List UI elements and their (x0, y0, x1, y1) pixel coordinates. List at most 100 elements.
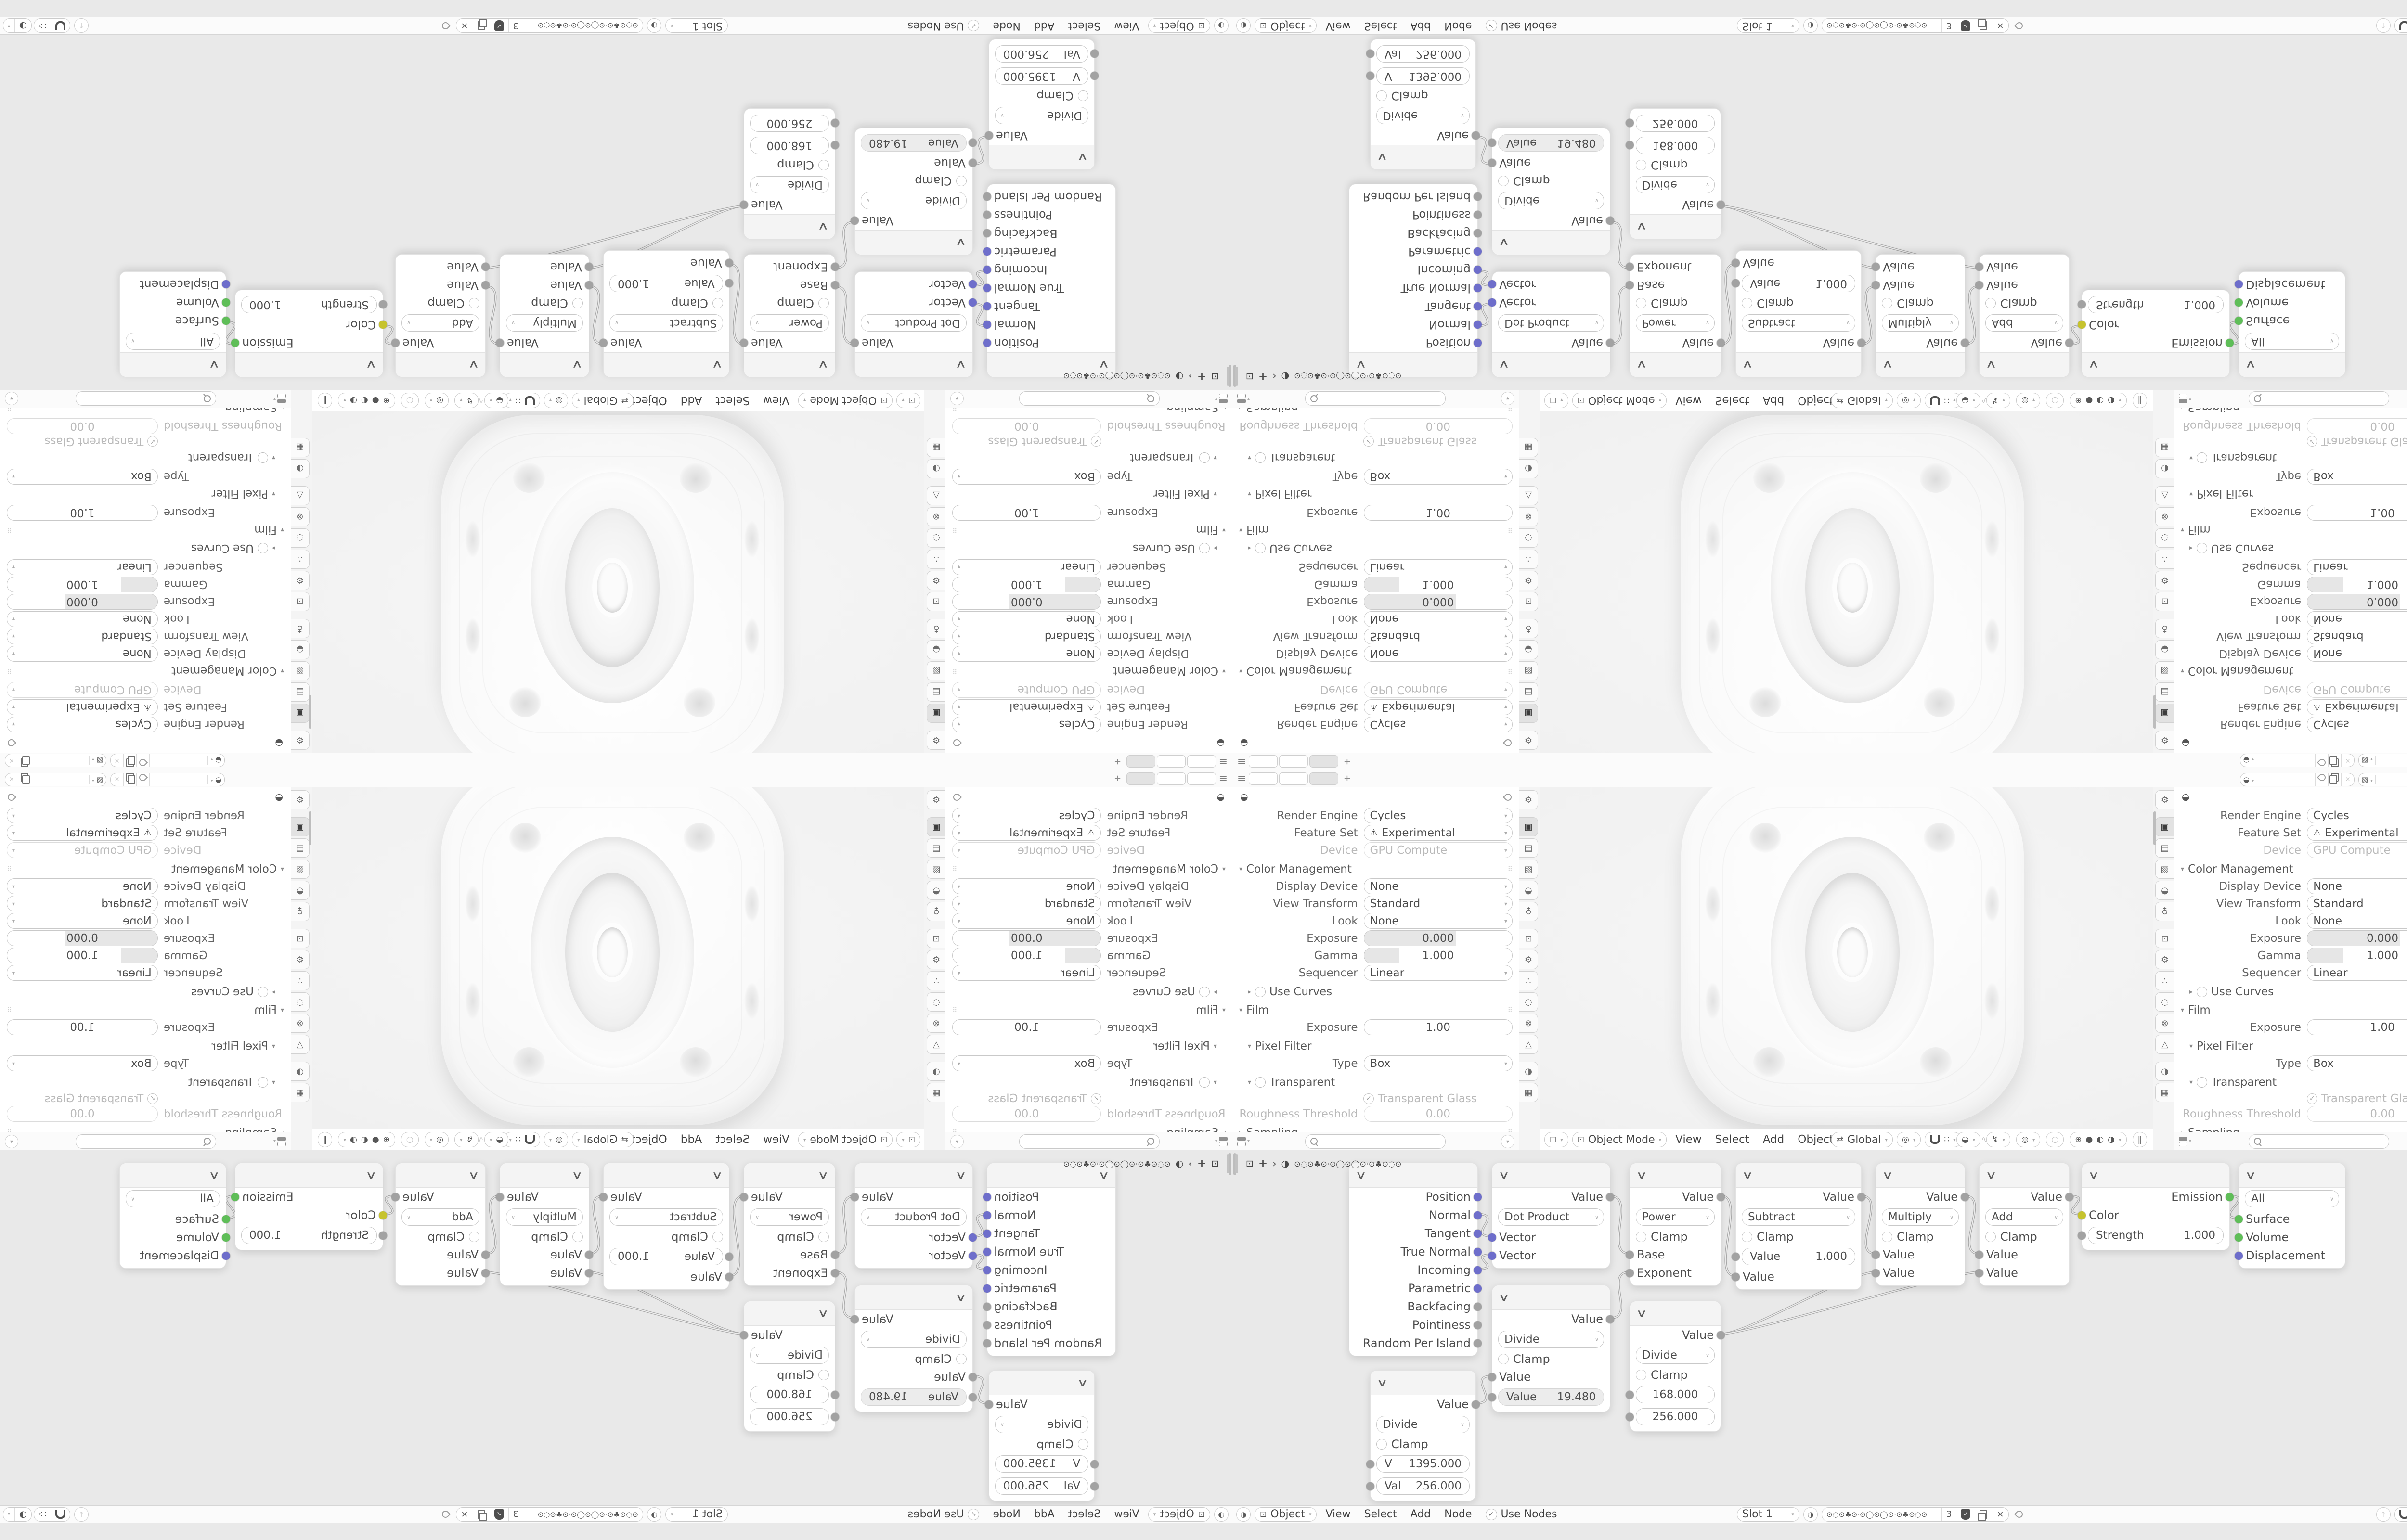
transparent-checkbox[interactable] (1255, 452, 1266, 463)
snap-target-dropdown[interactable]: ◎ ▾ (544, 1132, 569, 1147)
search-input[interactable] (1019, 1134, 1160, 1149)
node-row-divide[interactable]: Divide ∨ (1371, 104, 1475, 127)
node-row-value[interactable]: Value 1.000 (604, 272, 733, 295)
drag-grip-icon[interactable]: ⠿ (953, 865, 958, 873)
node-row-subtract[interactable]: Subtract ∨ (1736, 1206, 1861, 1228)
look-select[interactable]: None▾ (2307, 913, 2407, 929)
properties-tab-render[interactable]: ▣ (927, 704, 945, 723)
value-field[interactable]: Value 1.000 (1742, 275, 1855, 292)
look-select[interactable]: None▾ (2307, 611, 2407, 627)
properties-tab-particles[interactable]: ∴ (927, 971, 945, 990)
socket-float[interactable] (1090, 1482, 1099, 1490)
socket-float[interactable] (1474, 1321, 1482, 1329)
properties-tab-particles[interactable]: ∴ (1519, 971, 1538, 990)
math-divide-node[interactable]: ∨ Value Divide ∨ Clamp V 1395.000 Val 256.000 (985, 1370, 1099, 1501)
operation-dropdown[interactable]: Add ∨ (1985, 314, 2063, 332)
node-row-clamp[interactable]: Clamp (855, 1350, 972, 1368)
properties-tab-view-layer[interactable]: ▧ (2155, 860, 2174, 879)
emission-node[interactable]: ∨ Emission Color Strength 1.000 (2078, 1163, 2234, 1250)
math-divide-node[interactable]: ∨ Value Divide ∨ Clamp 168.000 256.000 (740, 108, 839, 239)
operation-dropdown[interactable]: Divide ∨ (1636, 176, 1715, 193)
pixel-filter-section[interactable]: ▾ Pixel Filter (2187, 1039, 2407, 1053)
socket-float[interactable] (740, 1331, 748, 1339)
properties-tab-render[interactable]: ▣ (927, 817, 945, 836)
node-row-all[interactable]: All ∨ (2239, 1188, 2345, 1210)
mode-dropdown[interactable]: ⊡ Object Mode ▾ (1572, 393, 1667, 408)
scene-icon[interactable]: ◒ ▾ (207, 756, 224, 765)
properties-tab-object-data[interactable]: △ (2155, 1035, 2174, 1054)
clamp-checkbox[interactable] (818, 298, 829, 308)
properties-tab-material[interactable]: ◑ (927, 459, 945, 478)
math-divide-node[interactable]: ∨ Value Divide ∨ Clamp 168.000 256.000 (1626, 1301, 1725, 1432)
collapse-chevron-icon[interactable]: ∨ (1376, 1376, 1388, 1389)
math-add-node[interactable]: ∨ Value Add ∨ Clamp Value Value (1975, 254, 2073, 377)
socket-float[interactable] (725, 1272, 733, 1281)
socket-float[interactable] (496, 339, 504, 347)
properties-tab-object[interactable]: ⊡ (927, 592, 945, 611)
socket-vector[interactable] (2235, 280, 2243, 289)
properties-tab-tool[interactable]: ⚙ (1519, 790, 1538, 809)
use-curves-checkbox[interactable] (1199, 543, 1210, 553)
film-section[interactable]: ▾ Film ⠿ (1236, 1003, 1513, 1017)
view-transform-select[interactable]: Standard▾ (2307, 896, 2407, 911)
copy-button[interactable] (18, 773, 31, 786)
menu-view[interactable]: View (1325, 1508, 1351, 1520)
fake-user-button[interactable]: ✓ (490, 19, 509, 33)
value-field[interactable]: 168.000 (750, 137, 829, 154)
node-header[interactable]: ∨ (2082, 1163, 2229, 1188)
render-engine-select[interactable]: Cycles▾ (2307, 717, 2407, 732)
node-row-clamp[interactable]: Clamp (1876, 1228, 1965, 1245)
socket-float[interactable] (1975, 1269, 1983, 1277)
node-row-clamp[interactable]: Clamp (744, 156, 835, 174)
pause-render-button[interactable]: ‖ (318, 1132, 333, 1147)
socket-float[interactable] (1717, 1193, 1725, 1201)
emission-node[interactable]: ∨ Emission Color Strength 1.000 (231, 290, 387, 377)
properties-tab-modifiers[interactable]: ⚙ (927, 571, 945, 590)
scene-name-field[interactable] (2257, 754, 2315, 767)
collapse-chevron-icon[interactable]: ∨ (208, 359, 220, 371)
clamp-checkbox[interactable] (1636, 298, 1646, 308)
options-dropdown-button[interactable]: ▾ (5, 1134, 18, 1148)
visibility-dropdown[interactable]: ◒ ▾ (484, 393, 509, 408)
drag-grip-icon[interactable]: ⠿ (953, 526, 958, 534)
socket-float[interactable] (1474, 1339, 1482, 1348)
node-row-clamp[interactable]: Clamp (989, 87, 1094, 104)
socket-vector[interactable] (1474, 1284, 1482, 1293)
node-header[interactable]: ∨ (396, 352, 485, 377)
properties-tab-particles[interactable]: ∴ (927, 550, 945, 569)
properties-tab-particles[interactable]: ∴ (291, 550, 310, 569)
transform-orientation-dropdown[interactable]: ⇄ Global ▾ (572, 393, 634, 408)
properties-tab-constraints[interactable]: ⊗ (2155, 507, 2174, 526)
shading-wireframe-icon[interactable]: ⊕ (383, 396, 390, 405)
collapse-chevron-icon[interactable]: ∨ (1635, 1169, 1648, 1181)
exposure-slider[interactable]: 0.000 (952, 930, 1101, 946)
pixel-filter-section[interactable]: ▾ Pixel Filter (952, 1039, 1220, 1053)
collapse-chevron-icon[interactable]: ∨ (1741, 1169, 1754, 1181)
pixel-filter-section[interactable]: ▾ Pixel Filter (2187, 487, 2407, 501)
properties-tab-particles[interactable]: ∴ (291, 971, 310, 990)
socket-color[interactable] (2078, 1211, 2086, 1219)
collapse-chevron-icon[interactable]: ∨ (1741, 359, 1754, 371)
snap-toggle[interactable] (51, 19, 70, 33)
view-layer-icon[interactable]: ▧ ▾ (2359, 775, 2376, 784)
look-select[interactable]: None▾ (7, 611, 158, 627)
value-field[interactable]: V 1395.000 (1376, 67, 1470, 85)
node-header[interactable]: ∨ (1980, 1163, 2069, 1188)
view-layer-name-field[interactable] (2376, 754, 2407, 767)
node-row-168-000[interactable]: 168.000 (744, 1384, 839, 1406)
menu-node[interactable]: Node (993, 20, 1021, 32)
feature-set-select[interactable]: ⚠ Experimental▾ (2307, 825, 2407, 841)
math-subtract-node[interactable]: ∨ Value Subtract ∨ Clamp Value 1.000 Value (1732, 1163, 1865, 1290)
shading-wireframe-icon[interactable]: ⊕ (2075, 1135, 2082, 1144)
add-workspace-button[interactable]: + (1114, 773, 1122, 783)
editor-type-button[interactable]: ⊡ ▾ (1544, 393, 1568, 408)
node-row-multiply[interactable]: Multiply ∨ (1876, 312, 1965, 334)
film-section[interactable]: ▾ Film ⠿ (952, 1003, 1229, 1017)
value-field[interactable]: Strength 1.000 (2088, 296, 2224, 313)
snap-mode-icon[interactable]: ∷ (515, 396, 521, 405)
use-curves-section[interactable]: ▸ Use Curves (7, 541, 278, 555)
math-divide-node[interactable]: ∨ Value Divide ∨ Clamp V 1395.000 Val 256.000 (985, 39, 1099, 170)
properties-tab-texture[interactable]: ▦ (927, 438, 945, 457)
magnet-icon[interactable] (1930, 1135, 1941, 1144)
editor-type-button[interactable]: ◑ (1236, 18, 1251, 33)
